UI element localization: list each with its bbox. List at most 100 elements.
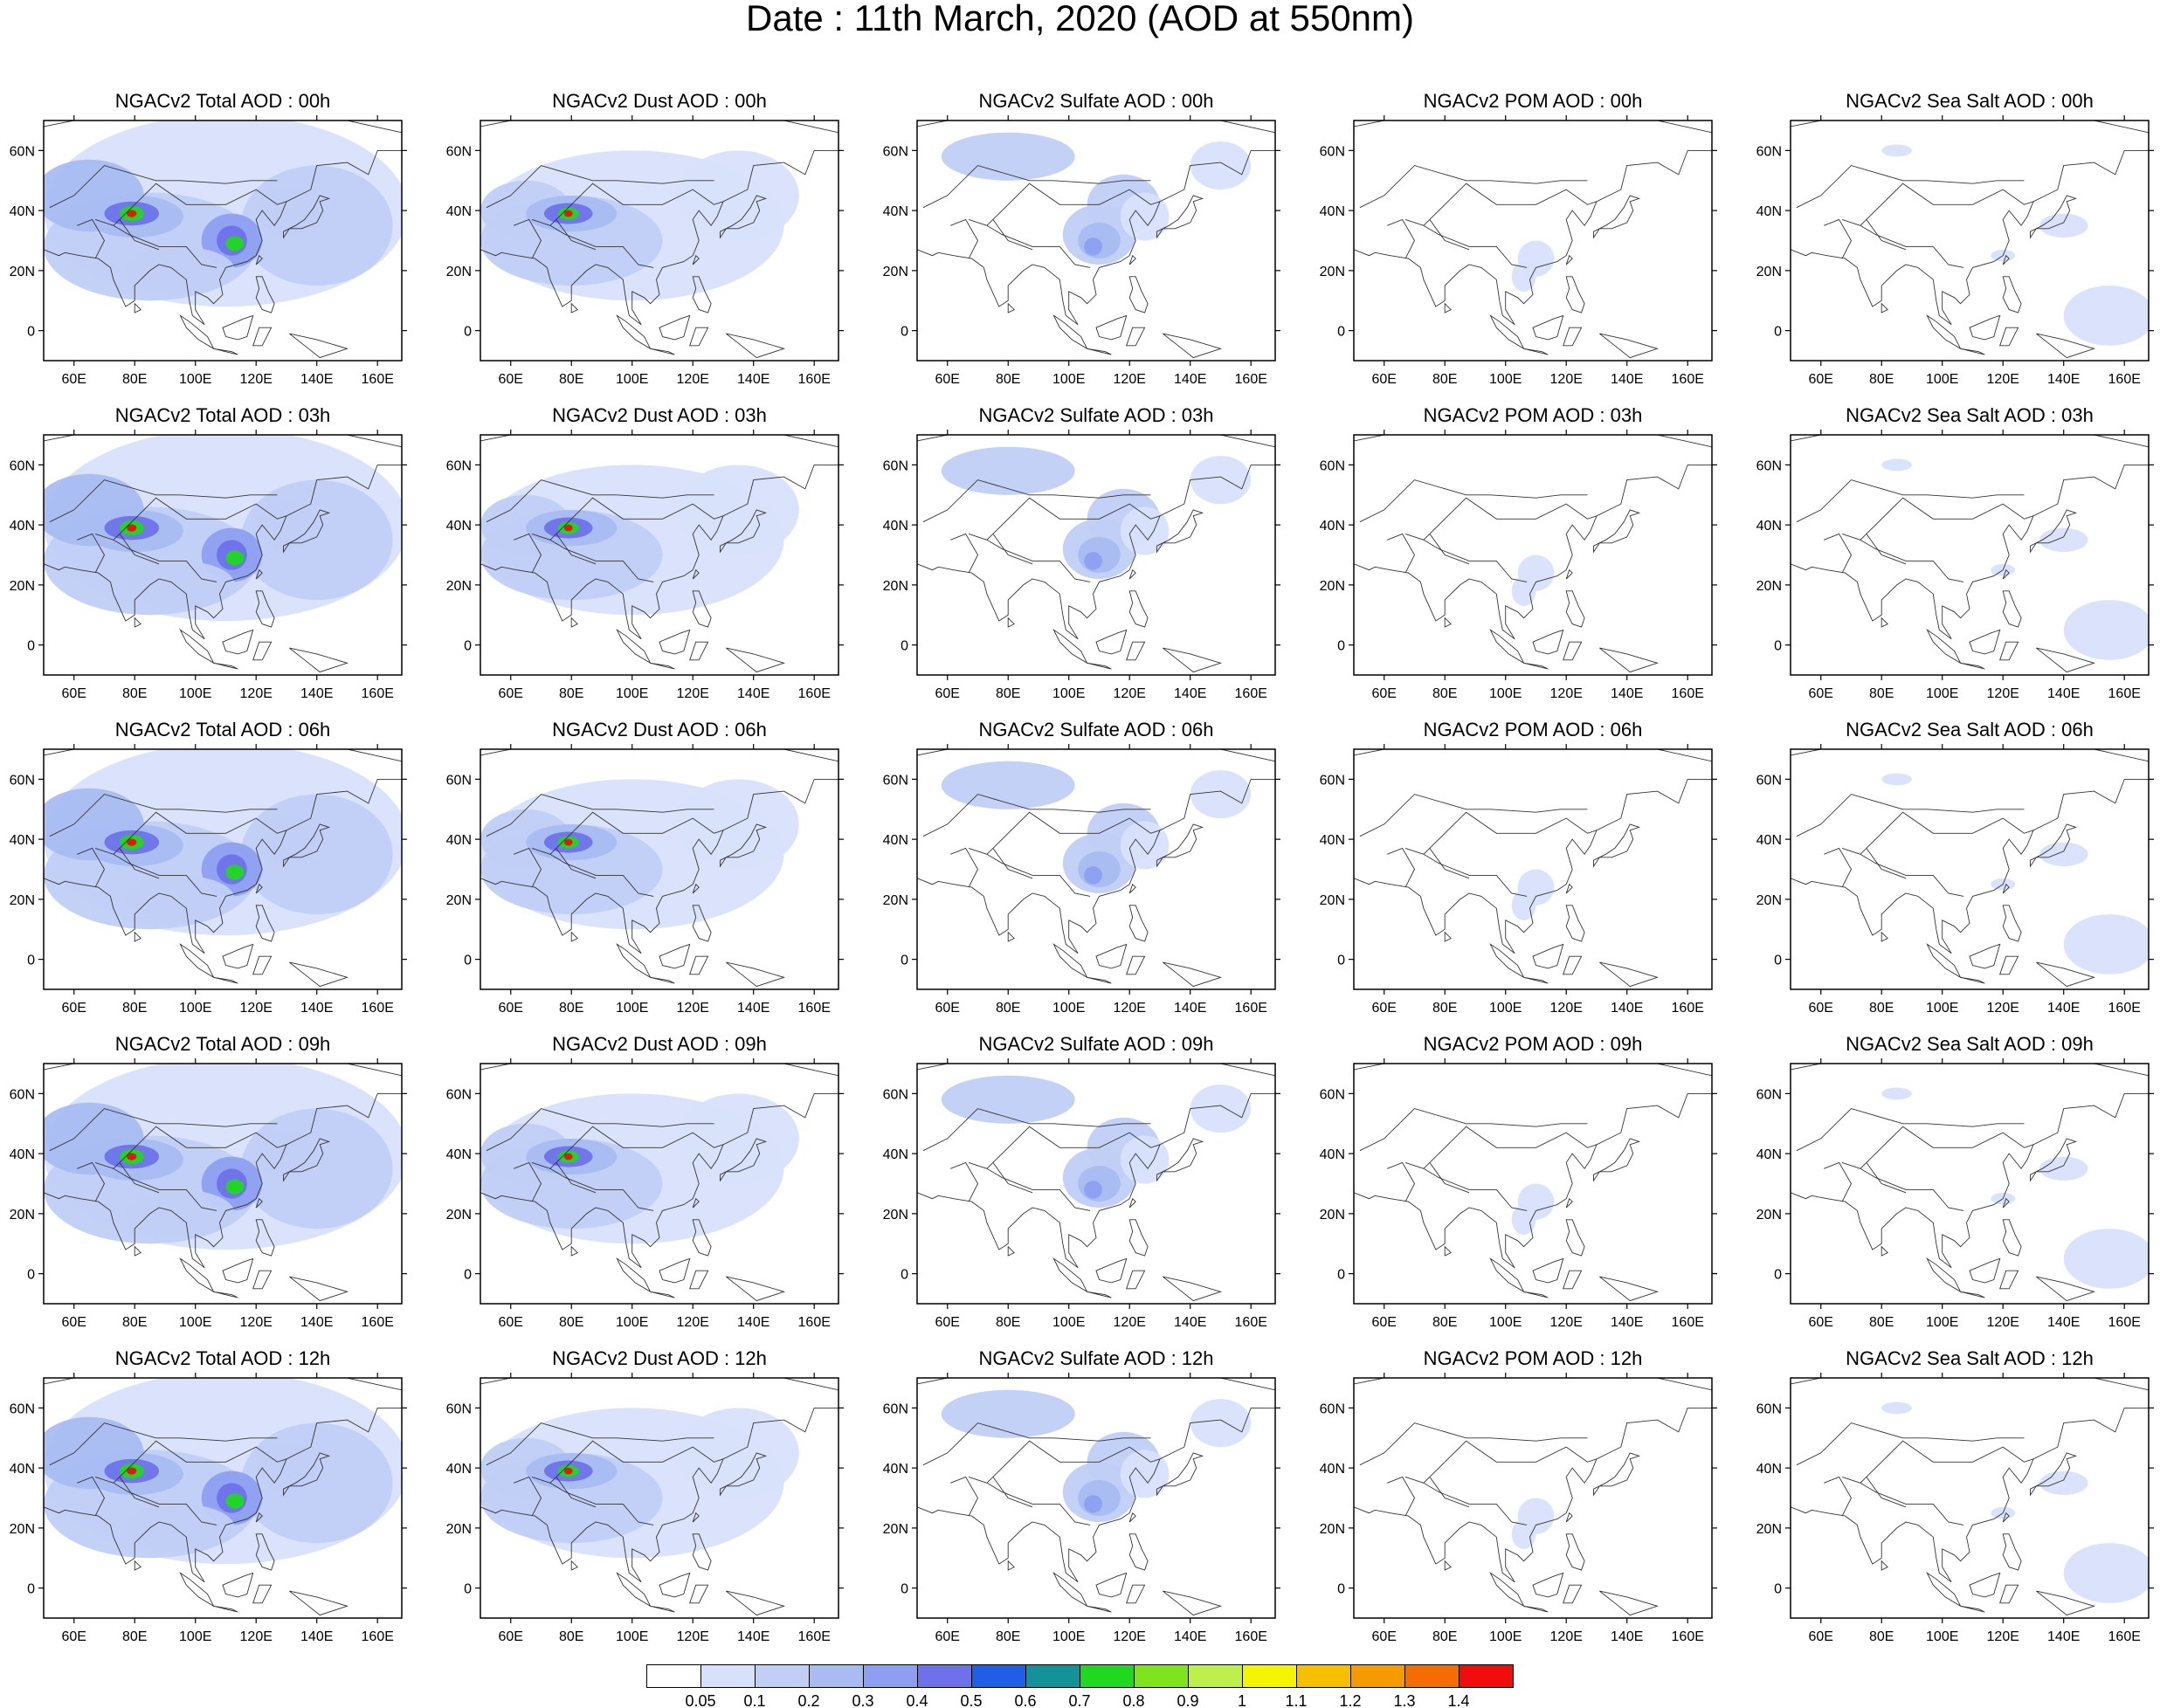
country-border	[77, 533, 106, 574]
lat-tick-label: 60N	[1756, 1087, 1782, 1102]
coastlines	[1791, 749, 2149, 988]
country-border	[1796, 479, 2025, 523]
lon-tick-label: 60E	[62, 686, 86, 701]
coastline	[1163, 647, 1223, 673]
panel-title: NGACv2 Total AOD : 00h	[114, 90, 331, 112]
lat-tick-label: 40N	[883, 519, 908, 534]
coastline	[222, 943, 254, 969]
coastline	[659, 1257, 691, 1284]
lon-tick-label: 140E	[300, 1629, 333, 1644]
lat-tick-label: 60N	[446, 1087, 472, 1102]
coastline	[134, 616, 141, 628]
country-border	[556, 1162, 597, 1194]
lon-tick-label: 160E	[1235, 1315, 1267, 1330]
aod-plume	[225, 864, 245, 880]
lat-tick-label: 40N	[446, 204, 472, 219]
aod-field	[480, 749, 838, 989]
aod-field	[917, 1064, 1275, 1304]
lon-tick-label: 140E	[1174, 1629, 1206, 1644]
lat-tick-label: 40N	[1756, 1462, 1782, 1477]
coastline	[726, 333, 786, 359]
lon-tick-label: 120E	[240, 686, 273, 701]
map-panel-total-09h: NGACv2 Total AOD : 09h 60N 40N 20N 0 60E 80E 10…	[0, 1034, 437, 1365]
colorbar-swatch	[971, 1664, 1026, 1688]
aod-field	[1791, 121, 2149, 361]
lon-tick-label: 100E	[1489, 1315, 1522, 1330]
lat-tick-label: 0	[1337, 325, 1345, 340]
map-panel-total-00h: NGACv2 Total AOD : 00h 60N 40N 20N 0 60E 80E 10…	[0, 91, 437, 422]
lat-tick-label: 0	[901, 639, 908, 654]
aod-field	[1354, 435, 1712, 675]
lon-tick-label: 120E	[240, 1315, 273, 1330]
lat-tick-label: 20N	[10, 1208, 35, 1222]
map-plot: 60N 40N 20N 0 60E 80E 100E 120E 140E 160E	[10, 115, 407, 387]
coastline	[1523, 348, 1549, 355]
lon-tick-label: 140E	[1611, 1629, 1643, 1644]
map-plot: 60N 40N 20N 0 60E 80E 100E 120E 140E 160E	[446, 1373, 844, 1644]
coastline	[1593, 1138, 1641, 1182]
country-border	[1387, 1161, 1416, 1202]
coastline	[289, 1590, 349, 1616]
coastline	[1969, 629, 2001, 655]
coastlines	[480, 121, 838, 359]
colorbar-label: 0.1	[743, 1692, 765, 1708]
country-border	[1860, 1126, 2034, 1169]
map-plot: 60N 40N 20N 0 60E 80E 100E 120E 140E 160E	[1320, 1373, 1717, 1644]
aod-plume	[127, 1153, 137, 1160]
coastline	[1565, 276, 1585, 313]
coastline	[480, 435, 838, 640]
aod-field	[44, 1378, 402, 1618]
coastlines	[480, 749, 838, 988]
panel-title: NGACv2 Sea Salt AOD : 06h	[1846, 719, 2094, 740]
country-border	[549, 1126, 724, 1169]
lat-tick-label: 60N	[446, 1402, 472, 1416]
lon-tick-label: 80E	[559, 1629, 583, 1644]
map-frame	[480, 120, 839, 362]
coastline	[917, 121, 1275, 326]
map-frame	[1353, 1063, 1713, 1305]
lon-tick-label: 120E	[240, 1001, 273, 1016]
lon-tick-label: 80E	[1869, 686, 1894, 701]
coastline	[1007, 302, 1015, 313]
lon-tick-label: 80E	[996, 372, 1020, 387]
coastline	[2002, 1197, 2010, 1209]
coastline	[213, 976, 238, 984]
coastline	[2036, 333, 2096, 359]
lon-tick-label: 100E	[616, 686, 648, 701]
aod-field	[1354, 1064, 1712, 1304]
lon-tick-label: 140E	[1174, 372, 1206, 387]
lon-tick-label: 100E	[179, 686, 211, 701]
coastline	[1128, 590, 1149, 628]
coastline	[1593, 195, 1641, 239]
lat-tick-label: 20N	[10, 893, 35, 908]
coastline	[1999, 955, 2019, 975]
lon-tick-label: 100E	[1489, 686, 1522, 701]
aod-plume	[1084, 866, 1102, 885]
coastline	[255, 1533, 275, 1571]
lon-tick-label: 120E	[1987, 1629, 2019, 1644]
coastline	[2002, 905, 2022, 942]
country-border	[1841, 533, 1964, 582]
coastline	[1007, 616, 1015, 628]
lat-tick-label: 60N	[1756, 1402, 1782, 1416]
map-plot: 60N 40N 20N 0 60E 80E 100E 120E 140E 160E	[883, 1058, 1280, 1330]
lon-tick-label: 80E	[1869, 372, 1894, 387]
country-border	[549, 1440, 724, 1484]
aod-plume	[2063, 1229, 2149, 1289]
panel-title: NGACv2 POM AOD : 00h	[1423, 90, 1643, 112]
country-border	[1860, 811, 2034, 855]
lon-tick-label: 140E	[1611, 686, 1643, 701]
map-panel-sulfate-00h: NGACv2 Sulfate AOD : 00h 60N 40N 20N 0 60E 80E…	[873, 91, 1310, 422]
map-frame	[1353, 748, 1713, 990]
coastline	[1563, 955, 1583, 975]
coastline	[1095, 1572, 1128, 1598]
lon-tick-label: 100E	[1052, 1629, 1085, 1644]
map-panel-total-06h: NGACv2 Total AOD : 06h 60N 40N 20N 0 60E 80E 10…	[0, 720, 437, 1050]
lon-tick-label: 140E	[1611, 1315, 1643, 1330]
coastline	[1532, 1572, 1564, 1598]
lat-tick-label: 40N	[10, 1147, 35, 1162]
lon-tick-label: 160E	[1235, 372, 1267, 387]
panel-title: NGACv2 Dust AOD : 12h	[552, 1347, 767, 1369]
lat-tick-label: 60N	[1756, 458, 1782, 473]
aod-field	[1791, 1378, 2149, 1618]
